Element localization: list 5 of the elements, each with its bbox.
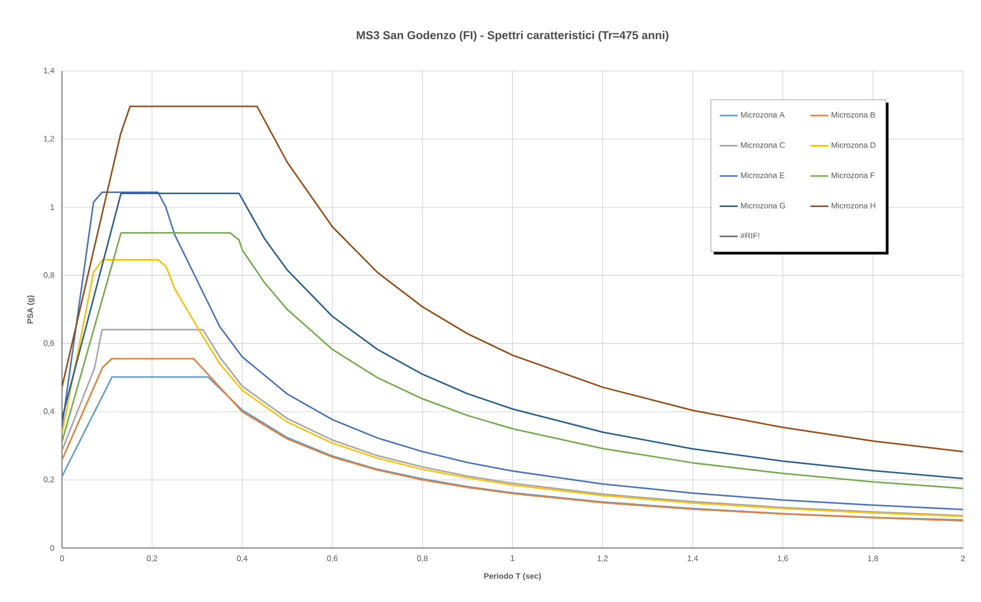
line-series xyxy=(62,106,964,452)
line-series xyxy=(62,328,964,516)
line-series xyxy=(62,232,964,490)
chart-title: MS3 San Godenzo (FI) - Spettri caratteristici (Tr=475 anni) xyxy=(356,30,668,42)
line-series xyxy=(62,259,964,518)
